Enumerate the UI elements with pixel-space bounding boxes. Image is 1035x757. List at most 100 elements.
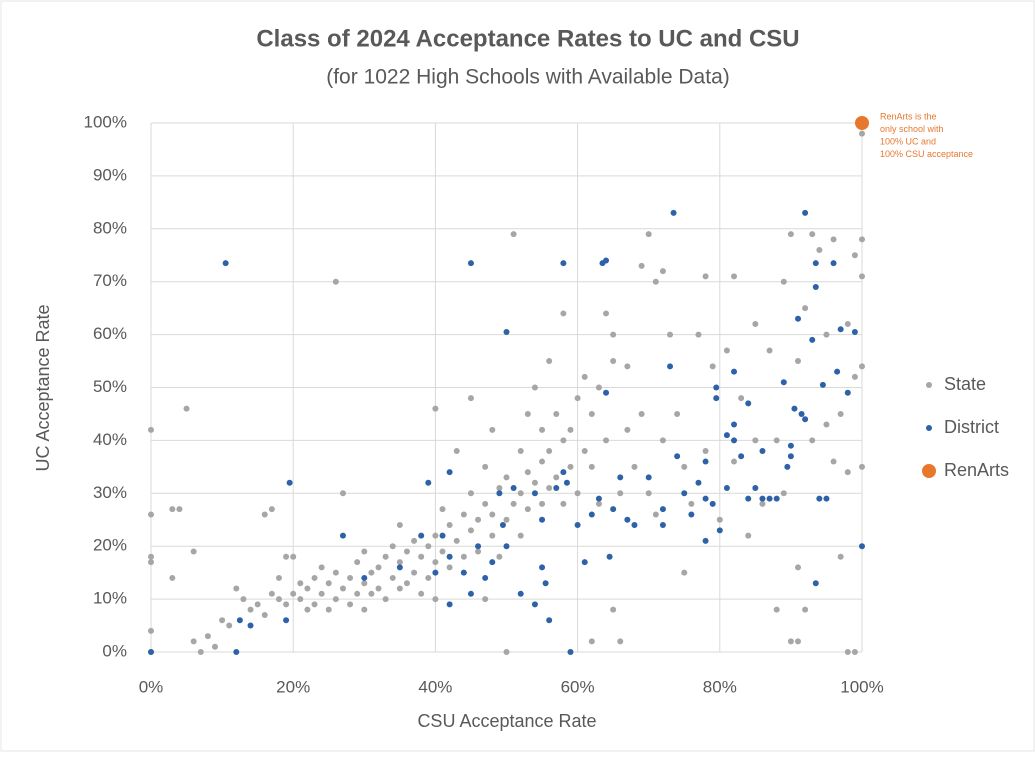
data-point (183, 405, 190, 412)
data-point (563, 479, 570, 486)
data-point (482, 574, 489, 581)
data-point (812, 260, 819, 267)
data-point (702, 458, 709, 465)
data-point (780, 490, 787, 497)
data-point (204, 633, 211, 640)
data-point (766, 347, 773, 354)
data-point (460, 553, 467, 560)
data-point (517, 532, 524, 539)
data-point (652, 278, 659, 285)
data-point (148, 426, 154, 433)
y-tick-label: 100% (84, 112, 127, 131)
data-point (531, 490, 538, 497)
data-point (844, 649, 851, 655)
data-point (283, 553, 290, 560)
data-point (503, 516, 510, 523)
data-point (339, 532, 346, 539)
data-point (798, 410, 805, 417)
data-point (819, 381, 826, 388)
data-point (652, 511, 659, 518)
data-point (446, 469, 453, 476)
data-point (645, 474, 652, 481)
data-point (347, 601, 354, 608)
data-point (581, 373, 588, 380)
data-point (638, 262, 645, 269)
data-point (396, 564, 403, 571)
data-point (574, 490, 581, 497)
data-point (851, 328, 858, 335)
data-point (667, 331, 674, 338)
legend-marker (922, 464, 936, 478)
data-point (325, 580, 332, 587)
data-point (389, 543, 396, 550)
data-point (702, 447, 709, 454)
data-point (745, 495, 752, 502)
data-point (482, 500, 489, 507)
data-point (297, 596, 304, 603)
data-point (446, 522, 453, 529)
data-point (233, 649, 240, 655)
data-point (738, 395, 745, 402)
data-point (425, 479, 432, 486)
data-point (567, 649, 574, 655)
data-point (645, 231, 652, 238)
data-point (517, 490, 524, 497)
data-point (731, 368, 738, 375)
data-point (453, 447, 460, 454)
data-point (574, 395, 581, 402)
data-point (752, 485, 759, 492)
data-point (659, 506, 666, 513)
data-point (510, 500, 517, 507)
data-point (197, 649, 204, 655)
data-point (688, 500, 695, 507)
data-point (236, 617, 243, 624)
data-point (759, 447, 766, 454)
data-point (603, 257, 610, 264)
data-point (816, 495, 823, 502)
data-point (332, 278, 339, 285)
data-point (148, 649, 154, 655)
data-point (176, 506, 183, 513)
data-point (222, 260, 229, 267)
data-point (745, 532, 752, 539)
data-point (261, 511, 268, 518)
data-point (432, 596, 439, 603)
data-point (354, 559, 361, 566)
data-point (773, 437, 780, 444)
data-point (617, 474, 624, 481)
data-point (283, 617, 290, 624)
data-point (489, 511, 496, 518)
data-point (631, 463, 638, 470)
data-point (396, 559, 403, 566)
data-point (354, 590, 361, 597)
data-point (830, 260, 837, 267)
data-point (795, 564, 802, 571)
data-point (631, 522, 638, 529)
x-axis-label: CSU Acceptance Rate (417, 711, 596, 731)
data-point (425, 574, 432, 581)
data-point (670, 209, 677, 216)
data-point (716, 527, 723, 534)
data-point (787, 231, 794, 238)
data-point (812, 580, 819, 587)
legend-label: District (944, 417, 999, 437)
data-point (617, 638, 624, 645)
data-point (723, 432, 730, 439)
annotation: only school with (880, 124, 944, 134)
data-point (467, 590, 474, 597)
data-point (695, 479, 702, 486)
data-point (290, 553, 297, 560)
data-point (859, 236, 865, 243)
data-point (731, 437, 738, 444)
data-point (467, 260, 474, 267)
data-point (339, 490, 346, 497)
data-point (610, 506, 617, 513)
data-point (759, 495, 766, 502)
data-point (190, 548, 197, 555)
data-point (396, 585, 403, 592)
data-point (787, 442, 794, 449)
data-point (560, 260, 567, 267)
data-point (453, 537, 460, 544)
data-point (332, 569, 339, 576)
data-point (610, 331, 617, 338)
